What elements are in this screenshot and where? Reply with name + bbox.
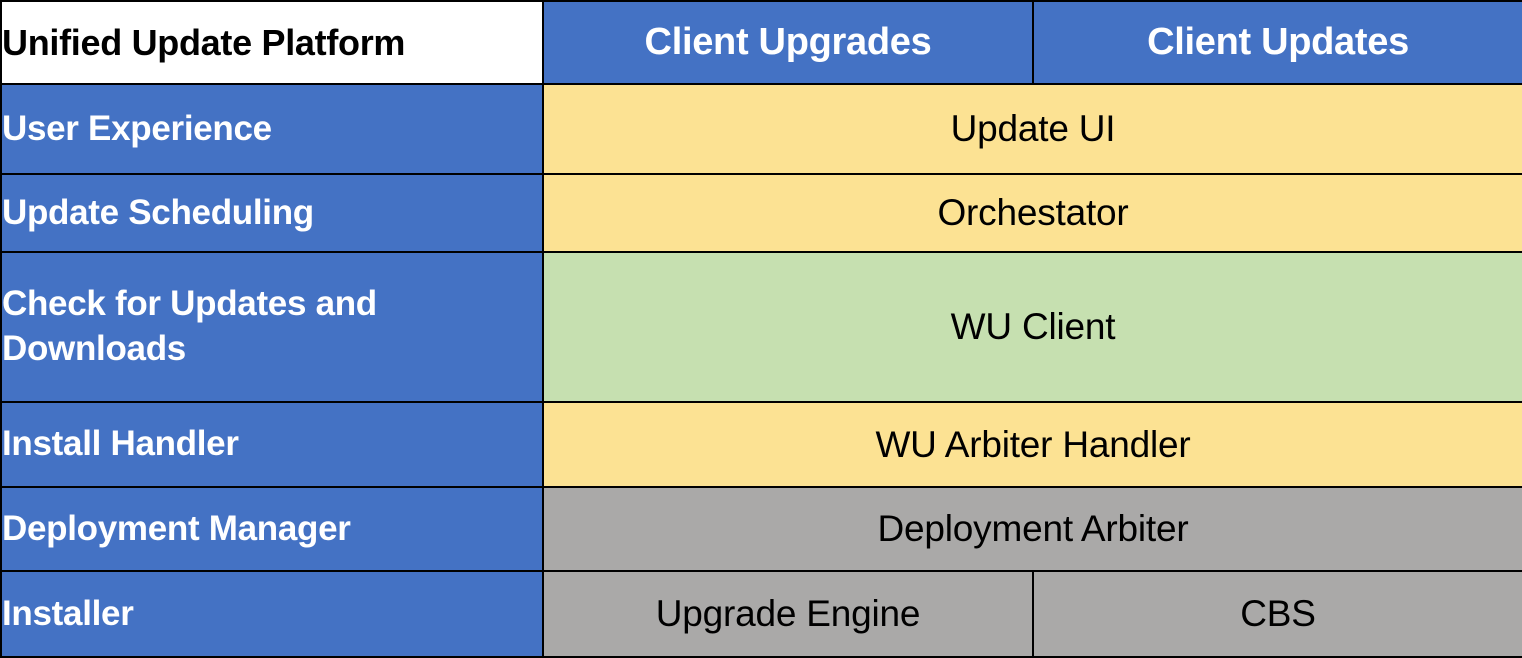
row-label-install-handler: Install Handler [0, 401, 544, 488]
cell-cbs: CBS [1032, 570, 1522, 658]
row-label-check-for-updates-and-downloads: Check for Updates and Downloads [0, 251, 544, 403]
cell-wu-client: WU Client [542, 251, 1522, 403]
cell-wu-arbiter-handler: WU Arbiter Handler [542, 401, 1522, 488]
row-label-installer: Installer [0, 570, 544, 658]
cell-update-ui: Update UI [542, 83, 1522, 175]
cell-deployment-arbiter: Deployment Arbiter [542, 486, 1522, 572]
row-label-update-scheduling: Update Scheduling [0, 173, 544, 253]
table-row: User Experience Update UI [0, 83, 1522, 175]
table-row: Installer Upgrade Engine CBS [0, 570, 1522, 658]
table-row: Install Handler WU Arbiter Handler [0, 401, 1522, 488]
column-header-client-updates: Client Updates [1032, 0, 1522, 85]
cell-upgrade-engine: Upgrade Engine [542, 570, 1034, 658]
column-header-client-upgrades: Client Upgrades [542, 0, 1034, 85]
table-row: Deployment Manager Deployment Arbiter [0, 486, 1522, 572]
table-header-row: Unified Update Platform Client Upgrades … [0, 0, 1522, 85]
table-corner-label: Unified Update Platform [0, 0, 544, 85]
row-label-user-experience: User Experience [0, 83, 544, 175]
table-row: Check for Updates and Downloads WU Clien… [0, 251, 1522, 403]
table-row: Update Scheduling Orchestator [0, 173, 1522, 253]
cell-orchestator: Orchestator [542, 173, 1522, 253]
row-label-deployment-manager: Deployment Manager [0, 486, 544, 572]
